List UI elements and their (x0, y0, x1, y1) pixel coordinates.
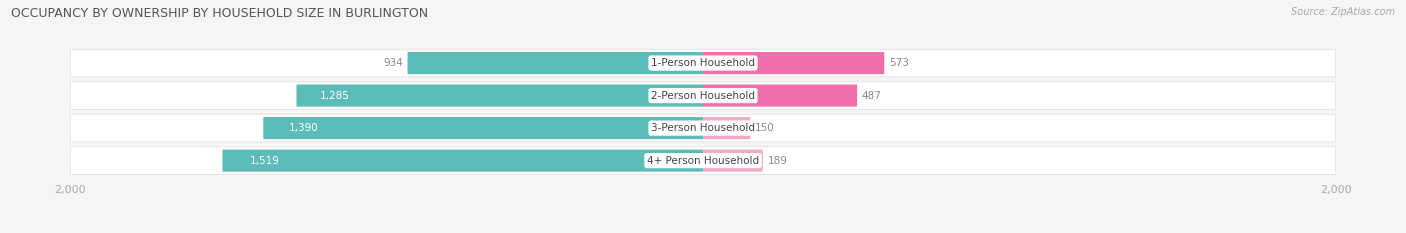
FancyBboxPatch shape (703, 150, 763, 172)
Text: OCCUPANCY BY OWNERSHIP BY HOUSEHOLD SIZE IN BURLINGTON: OCCUPANCY BY OWNERSHIP BY HOUSEHOLD SIZE… (11, 7, 429, 20)
FancyBboxPatch shape (703, 52, 884, 74)
FancyBboxPatch shape (408, 52, 703, 74)
FancyBboxPatch shape (297, 85, 703, 107)
FancyBboxPatch shape (70, 114, 1336, 142)
Text: 2-Person Household: 2-Person Household (651, 91, 755, 101)
Text: 487: 487 (862, 91, 882, 101)
Text: Source: ZipAtlas.com: Source: ZipAtlas.com (1291, 7, 1395, 17)
Text: 1,519: 1,519 (250, 156, 280, 166)
FancyBboxPatch shape (703, 117, 751, 139)
Text: 150: 150 (755, 123, 775, 133)
Text: 1,390: 1,390 (288, 123, 318, 133)
Text: 573: 573 (889, 58, 908, 68)
FancyBboxPatch shape (703, 85, 858, 107)
Text: 4+ Person Household: 4+ Person Household (647, 156, 759, 166)
Text: 1,285: 1,285 (321, 91, 350, 101)
FancyBboxPatch shape (222, 150, 703, 172)
FancyBboxPatch shape (70, 49, 1336, 77)
Text: 189: 189 (768, 156, 787, 166)
Text: 1-Person Household: 1-Person Household (651, 58, 755, 68)
Text: 934: 934 (382, 58, 402, 68)
FancyBboxPatch shape (70, 147, 1336, 175)
FancyBboxPatch shape (263, 117, 703, 139)
FancyBboxPatch shape (70, 82, 1336, 110)
Text: 3-Person Household: 3-Person Household (651, 123, 755, 133)
